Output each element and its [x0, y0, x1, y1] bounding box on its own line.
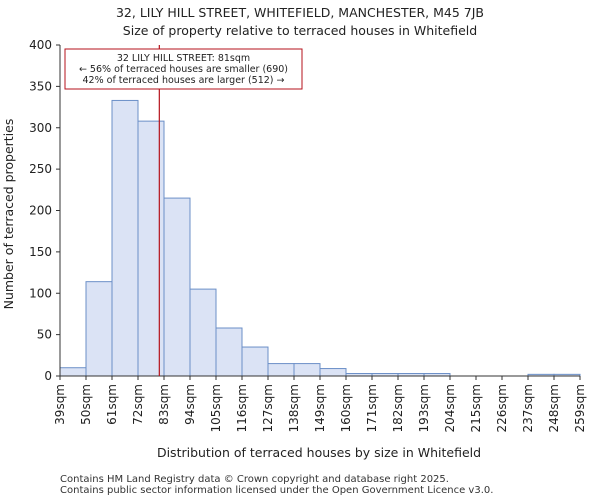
x-tick-label: 215sqm — [469, 384, 483, 432]
y-tick-label: 350 — [29, 79, 52, 93]
histogram-bar — [163, 197, 191, 377]
y-tick-label: 150 — [29, 245, 52, 259]
y-tick-label: 250 — [29, 162, 52, 176]
x-tick-label: 105sqm — [209, 384, 223, 432]
histogram-bar — [241, 346, 269, 377]
x-tick-label: 204sqm — [443, 384, 457, 432]
annotation-line-1: 32 LILY HILL STREET: 81sqm — [117, 53, 250, 64]
histogram-bar — [59, 367, 87, 377]
x-tick-label: 160sqm — [339, 384, 353, 432]
x-tick-label: 171sqm — [365, 384, 379, 432]
histogram-bar — [319, 368, 347, 377]
x-tick-label: 138sqm — [287, 384, 301, 432]
y-tick-label: 300 — [29, 121, 52, 135]
x-tick-label: 226sqm — [495, 384, 509, 432]
y-axis-ticks: 0 50 100 150 200 250 300 350 400 — [29, 38, 60, 383]
x-tick-label: 127sqm — [261, 384, 275, 432]
x-tick-label: 39sqm — [53, 384, 67, 425]
annotation-line-3: 42% of terraced houses are larger (512) … — [83, 75, 285, 86]
annotation-box: 32 LILY HILL STREET: 81sqm ← 56% of terr… — [64, 48, 303, 90]
annotation-line-2: ← 56% of terraced houses are smaller (69… — [79, 64, 288, 75]
y-tick-label: 200 — [29, 204, 52, 218]
x-axis-ticks: 39sqm 50sqm 61sqm 72sqm 83sqm 94sqm 105sqm 116s… — [53, 376, 587, 432]
histogram-bar — [189, 288, 217, 377]
histogram-bar — [137, 120, 165, 377]
bars — [59, 99, 581, 377]
histogram-bar — [215, 327, 243, 377]
x-tick-label: 237sqm — [521, 384, 535, 432]
y-tick-label: 50 — [37, 328, 52, 342]
x-tick-label: 50sqm — [79, 384, 93, 425]
x-tick-label: 116sqm — [235, 384, 249, 432]
y-tick-label: 400 — [29, 38, 52, 52]
footer-copyright: Contains HM Land Registry data © Crown c… — [60, 474, 449, 485]
x-tick-label: 61sqm — [105, 384, 119, 425]
x-tick-label: 182sqm — [391, 384, 405, 432]
chart-title: 32, LILY HILL STREET, WHITEFIELD, MANCHE… — [116, 5, 484, 20]
x-tick-label: 72sqm — [131, 384, 145, 425]
x-tick-label: 248sqm — [547, 384, 561, 432]
x-tick-label: 94sqm — [183, 384, 197, 425]
x-axis-label: Distribution of terraced houses by size … — [157, 445, 481, 460]
chart-subtitle: Size of property relative to terraced ho… — [123, 23, 477, 38]
y-tick-label: 0 — [44, 369, 52, 383]
y-tick-label: 100 — [29, 286, 52, 300]
footer-licence: Contains public sector information licen… — [60, 485, 494, 496]
histogram-bar — [267, 363, 295, 377]
x-tick-label: 83sqm — [157, 384, 171, 425]
histogram-bar — [85, 281, 113, 377]
histogram-bar — [293, 363, 321, 377]
histogram-bar — [111, 99, 139, 377]
x-tick-label: 149sqm — [313, 384, 327, 432]
x-tick-label: 259sqm — [573, 384, 587, 432]
y-axis-label: Number of terraced properties — [1, 119, 16, 310]
x-tick-label: 193sqm — [417, 384, 431, 432]
